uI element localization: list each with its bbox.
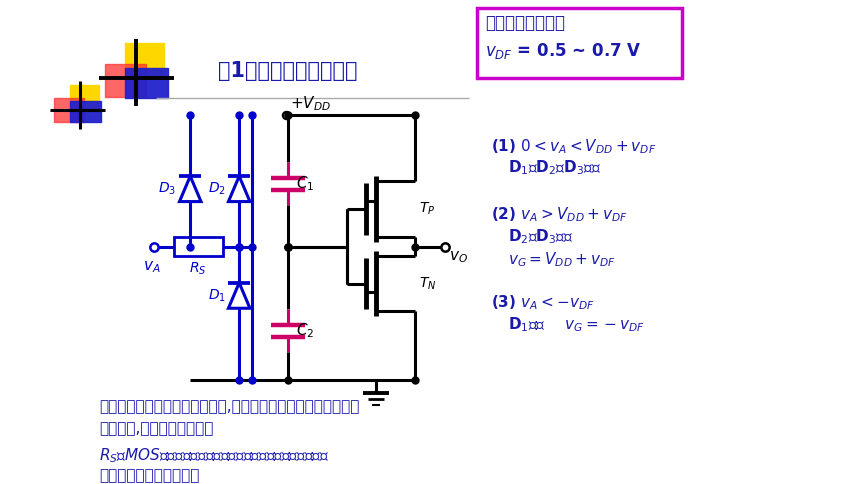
Text: $v_{DF}$ = 0.5 ~ 0.7 V: $v_{DF}$ = 0.5 ~ 0.7 V xyxy=(485,41,642,61)
Text: $v_O$: $v_O$ xyxy=(449,250,468,265)
Text: $R_S$和MOS管的栅极电容组成积分网络，使输入信号的过冲电: $R_S$和MOS管的栅极电容组成积分网络，使输入信号的过冲电 xyxy=(99,446,329,465)
Text: $v_G = V_{DD} + v_{DF}$: $v_G = V_{DD} + v_{DF}$ xyxy=(508,251,617,269)
Bar xyxy=(477,8,683,78)
Text: $C_1$: $C_1$ xyxy=(296,175,314,193)
Text: （1）输入端保护电路：: （1）输入端保护电路： xyxy=(218,60,358,81)
Bar xyxy=(54,98,83,122)
Text: 当输入电压不在正常电压范围时,二极管导通，限制了电容两端电: 当输入电压不在正常电压范围时,二极管导通，限制了电容两端电 xyxy=(99,399,359,414)
Text: (3) $v_A < -v_{DF}$: (3) $v_A < -v_{DF}$ xyxy=(491,294,594,312)
Text: D$_1$、D$_2$、D$_3$截止: D$_1$、D$_2$、D$_3$截止 xyxy=(508,159,601,177)
Bar xyxy=(70,101,101,122)
Text: $T_N$: $T_N$ xyxy=(419,275,437,292)
Text: $D_3$: $D_3$ xyxy=(158,181,176,197)
Text: $C_2$: $C_2$ xyxy=(296,321,314,340)
Bar xyxy=(105,63,146,97)
Text: $v_A$: $v_A$ xyxy=(144,259,161,275)
Bar xyxy=(125,43,164,78)
Text: D$_1$导通    $v_G = -v_{DF}$: D$_1$导通 $v_G = -v_{DF}$ xyxy=(508,315,646,334)
Text: $R_S$: $R_S$ xyxy=(189,260,207,277)
Text: $+V_{DD}$: $+V_{DD}$ xyxy=(290,94,331,113)
Text: 压延迟且衰减后到栅极。: 压延迟且衰减后到栅极。 xyxy=(99,468,200,483)
Text: $D_2$: $D_2$ xyxy=(207,181,225,197)
Text: D$_2$、D$_3$导通: D$_2$、D$_3$导通 xyxy=(508,227,574,246)
Text: 二极管导通电压：: 二极管导通电压： xyxy=(485,14,565,31)
Bar xyxy=(70,85,99,110)
Text: $T_P$: $T_P$ xyxy=(419,201,435,217)
Bar xyxy=(125,69,168,98)
Text: $D_1$: $D_1$ xyxy=(207,287,225,304)
Text: (1) $0 < v_A < V_{DD} + v_{DF}$: (1) $0 < v_A < V_{DD} + v_{DF}$ xyxy=(491,137,656,156)
Text: (2) $v_A > V_{DD} + v_{DF}$: (2) $v_A > V_{DD} + v_{DF}$ xyxy=(491,206,628,224)
Bar xyxy=(174,237,223,257)
Text: 压的增加,保护了输入电路。: 压的增加,保护了输入电路。 xyxy=(99,421,213,436)
